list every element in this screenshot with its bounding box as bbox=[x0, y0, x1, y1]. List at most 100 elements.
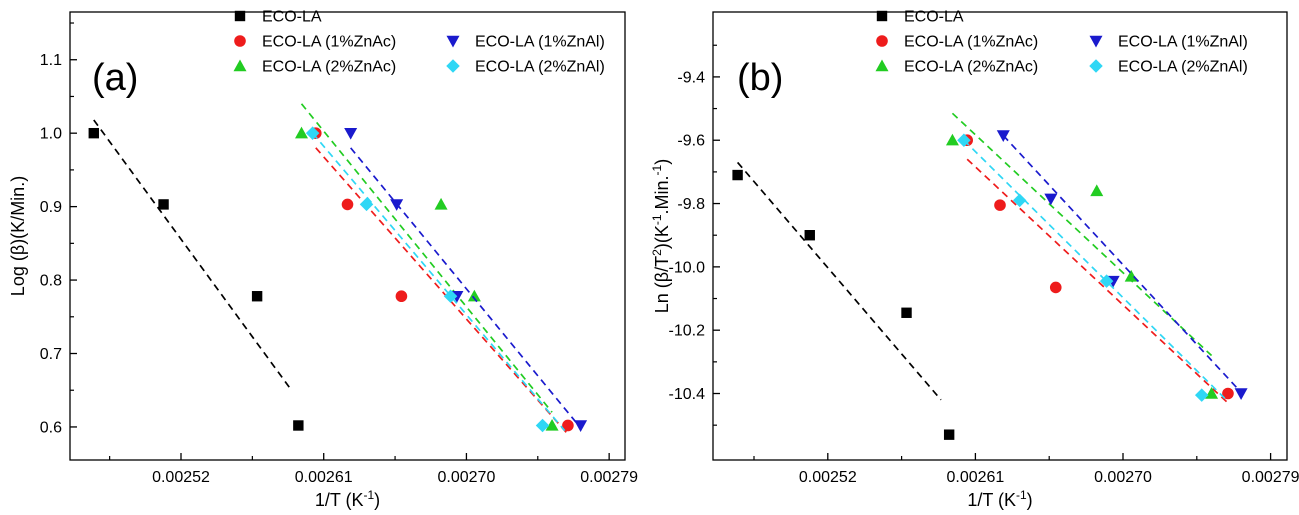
legend-marker bbox=[233, 59, 247, 72]
fit-line bbox=[1002, 134, 1239, 390]
data-point bbox=[901, 307, 912, 318]
series-eco-la bbox=[732, 161, 955, 440]
y-tick-label: -10.0 bbox=[669, 259, 706, 276]
fit-line bbox=[300, 103, 553, 413]
fit-line bbox=[963, 139, 1226, 399]
series-eco-la-1-znal- bbox=[996, 130, 1248, 401]
data-point bbox=[88, 127, 99, 139]
series-eco-la-2-znal- bbox=[957, 133, 1226, 402]
legend-entry: ECO-LA (2%ZnAl) bbox=[1089, 59, 1248, 76]
x-tick-label: 0.00261 bbox=[295, 469, 353, 486]
x-axis-title: 1/T (K-1) bbox=[967, 488, 1032, 510]
x-tick-label: 0.00261 bbox=[946, 469, 1004, 486]
data-point bbox=[996, 130, 1010, 142]
x-tick-label: 0.00279 bbox=[580, 469, 638, 486]
data-point bbox=[562, 419, 574, 432]
data-point bbox=[344, 127, 358, 140]
data-point bbox=[295, 126, 309, 139]
series-eco-la-2-znac- bbox=[295, 103, 559, 431]
legend-label: ECO-LA (2%ZnAc) bbox=[904, 59, 1038, 76]
fit-line bbox=[315, 147, 569, 435]
data-point bbox=[1044, 193, 1058, 206]
x-tick-label: 0.00270 bbox=[1094, 469, 1152, 486]
legend-marker bbox=[876, 10, 888, 22]
data-point bbox=[1099, 274, 1114, 288]
legend-marker bbox=[875, 59, 889, 72]
data-point bbox=[251, 291, 263, 302]
data-point bbox=[390, 199, 404, 211]
legend-entry: ECO-LA (1%ZnAc) bbox=[234, 34, 396, 51]
data-point bbox=[1124, 269, 1138, 282]
fit-line bbox=[93, 119, 292, 390]
x-tick-label: 0.00270 bbox=[438, 469, 496, 486]
y-tick-label: -10.2 bbox=[669, 323, 706, 340]
data-point bbox=[443, 289, 458, 303]
data-point bbox=[535, 418, 550, 433]
legend-marker bbox=[1089, 59, 1103, 73]
y-tick-label: 0.9 bbox=[40, 199, 62, 216]
legend-entry: ECO-LA (1%ZnAl) bbox=[1089, 34, 1248, 51]
data-point bbox=[545, 418, 559, 431]
data-point bbox=[1049, 281, 1062, 294]
legend-label: ECO-LA (2%ZnAc) bbox=[262, 59, 396, 76]
plot-frame bbox=[69, 11, 626, 461]
legend-entry: ECO-LA (2%ZnAc) bbox=[875, 59, 1038, 76]
x-tick-label: 0.00252 bbox=[799, 469, 857, 486]
data-point bbox=[574, 420, 588, 432]
y-tick-label: 1.0 bbox=[40, 126, 62, 143]
y-tick-label: -9.4 bbox=[677, 69, 705, 86]
legend-entry: ECO-LA bbox=[234, 9, 322, 26]
series-eco-la-1-znal- bbox=[344, 127, 588, 432]
data-point bbox=[395, 290, 408, 303]
legend-entry: ECO-LA (2%ZnAl) bbox=[446, 59, 605, 76]
legend-label: ECO-LA (2%ZnAl) bbox=[475, 59, 605, 76]
data-point bbox=[359, 197, 374, 212]
legend-label: ECO-LA (1%ZnAl) bbox=[1118, 34, 1248, 51]
data-point bbox=[1222, 387, 1234, 400]
series-eco-la-2-znal- bbox=[305, 126, 566, 433]
legend-entry: ECO-LA (1%ZnAl) bbox=[446, 34, 605, 51]
y-tick-label: -9.6 bbox=[677, 133, 705, 150]
plot-frame bbox=[712, 11, 1288, 461]
legend-label: ECO-LA (2%ZnAl) bbox=[1118, 59, 1248, 76]
data-point bbox=[994, 199, 1006, 211]
fit-line bbox=[736, 161, 942, 401]
x-tick-label: 0.00252 bbox=[152, 469, 210, 486]
data-point bbox=[341, 198, 354, 211]
y-axis-title: Log (β)(K/Min.) bbox=[8, 176, 28, 296]
legend-label: ECO-LA (1%ZnAl) bbox=[475, 34, 605, 51]
y-tick-label: 0.8 bbox=[40, 273, 62, 290]
y-tick-label: 0.6 bbox=[40, 419, 62, 436]
data-point bbox=[1205, 387, 1219, 399]
data-point bbox=[434, 197, 448, 210]
legend-marker bbox=[234, 35, 246, 47]
data-point bbox=[732, 169, 743, 181]
data-point bbox=[957, 133, 971, 147]
series-eco-la bbox=[88, 119, 304, 431]
legend-marker bbox=[876, 35, 888, 47]
legend-marker bbox=[1089, 35, 1103, 48]
data-point bbox=[1234, 388, 1248, 401]
data-point bbox=[158, 199, 169, 210]
y-tick-label: 0.7 bbox=[40, 346, 62, 363]
legend-marker bbox=[234, 10, 246, 22]
legend-label: ECO-LA bbox=[904, 9, 964, 26]
data-point bbox=[804, 230, 815, 241]
data-point bbox=[943, 429, 955, 440]
data-point bbox=[945, 133, 959, 146]
legend-entry: ECO-LA bbox=[876, 9, 964, 26]
fit-line bbox=[350, 147, 579, 425]
fit-line bbox=[951, 112, 1213, 357]
x-axis-title: 1/T (K-1) bbox=[315, 488, 380, 510]
data-point bbox=[1194, 388, 1209, 402]
data-point bbox=[305, 126, 320, 140]
legend-marker bbox=[446, 35, 460, 48]
panel-label: (b) bbox=[737, 57, 783, 99]
panel-label: (a) bbox=[92, 57, 138, 99]
y-tick-label: 1.1 bbox=[40, 52, 62, 69]
data-point bbox=[1090, 184, 1104, 197]
series-eco-la-1-znac- bbox=[961, 134, 1234, 404]
fit-line bbox=[311, 132, 566, 432]
series-eco-la-2-znac- bbox=[945, 112, 1219, 399]
